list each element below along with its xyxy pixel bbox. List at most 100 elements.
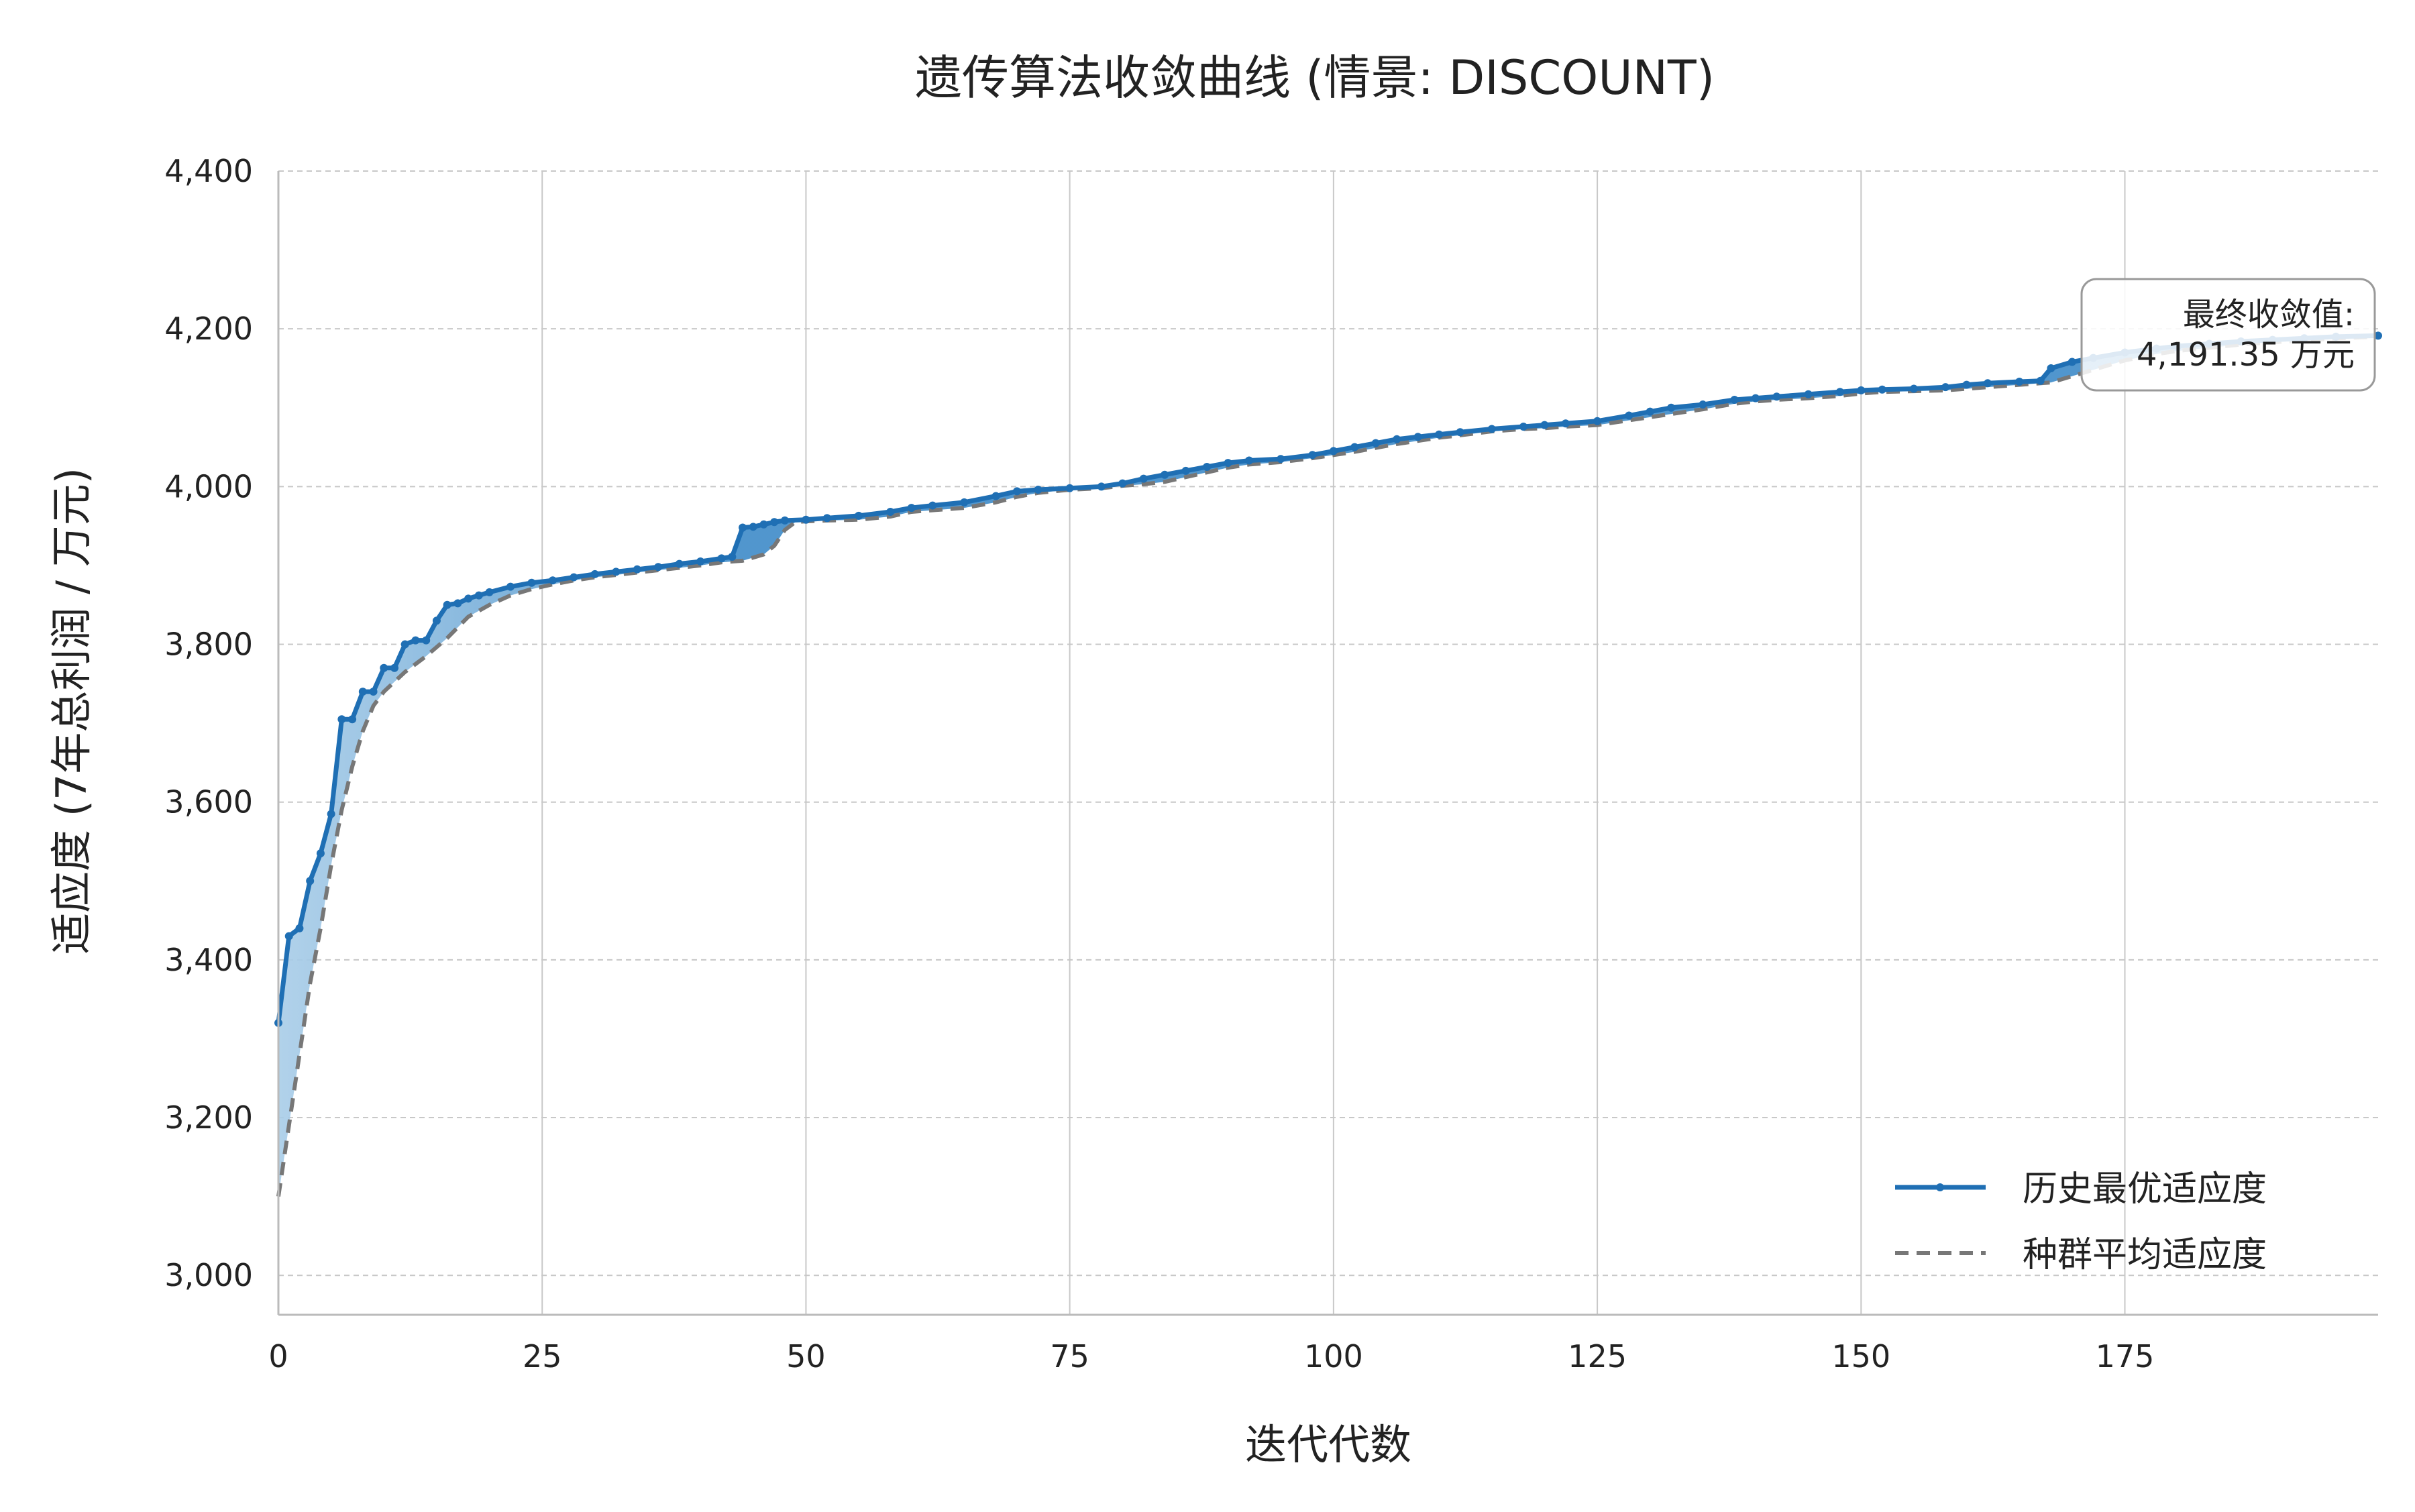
data-point-best	[1161, 470, 1169, 479]
data-point-best	[1667, 403, 1676, 412]
x-tick-label: 125	[1568, 1338, 1627, 1374]
annotation-box	[2080, 278, 2376, 392]
x-tick-label: 0	[268, 1338, 288, 1374]
data-point-best	[1456, 428, 1464, 437]
x-tick-label: 50	[786, 1338, 826, 1374]
data-point-best	[1519, 422, 1527, 431]
data-point-best	[1804, 390, 1813, 398]
data-point-best	[295, 924, 304, 932]
data-point-best	[886, 507, 895, 516]
x-tick-label: 175	[2096, 1338, 2155, 1374]
data-point-best	[443, 600, 451, 609]
data-point-best	[380, 663, 388, 672]
x-axis-title: 迭代代数	[1245, 1420, 1411, 1469]
data-point-best	[1034, 486, 1042, 494]
annotation-line2: 4,191.35 万元	[2137, 336, 2355, 374]
tick-labels: 0 25 50 75 100 125 150 175 3,000 3,200 3,400 3,600 3…	[164, 153, 2154, 1374]
data-point-best	[1435, 430, 1444, 439]
data-point-best	[2374, 331, 2382, 340]
data-point-best	[2015, 377, 2024, 386]
data-point-best	[1393, 435, 1401, 443]
data-point-best	[612, 568, 621, 576]
data-point-best	[1350, 443, 1359, 451]
data-point-best	[1371, 439, 1380, 447]
data-point-best	[422, 636, 431, 645]
data-point-best	[337, 715, 346, 724]
y-tick-label: 4,000	[164, 468, 253, 504]
data-point-best	[348, 715, 357, 724]
data-point-best	[1308, 451, 1317, 460]
x-tick-label: 75	[1050, 1338, 1089, 1374]
series-line-best-fitness	[276, 333, 2379, 1024]
data-point-best	[1329, 447, 1338, 455]
data-point-best	[1065, 484, 1074, 492]
data-point-best	[1277, 455, 1285, 464]
data-point-best	[1857, 386, 1866, 394]
data-point-best	[696, 557, 705, 566]
data-point-best	[1181, 466, 1190, 475]
x-tick-label: 150	[1831, 1338, 1890, 1374]
data-point-best	[749, 523, 757, 531]
y-axis-title: 适应度 (7年总利润 / 万元)	[47, 468, 96, 955]
data-point-best	[1139, 474, 1148, 483]
legend-best-label: 历史最优适应度	[2023, 1169, 2267, 1209]
x-tick-label: 100	[1304, 1338, 1363, 1374]
data-point-best	[464, 594, 473, 603]
y-tick-label: 3,200	[164, 1099, 253, 1136]
data-point-best	[1013, 487, 1022, 496]
data-point-best	[717, 554, 726, 563]
axis-layer	[277, 171, 2378, 1316]
fill-layer	[278, 335, 2378, 1197]
data-point-best	[411, 636, 420, 645]
x-tick-label: 25	[523, 1338, 562, 1374]
y-tick-label: 3,000	[164, 1257, 253, 1293]
data-point-best	[1561, 419, 1570, 428]
data-point-best	[780, 516, 789, 525]
data-point-best	[1593, 417, 1602, 425]
data-point-best	[1118, 479, 1127, 488]
data-point-best	[1835, 388, 1844, 396]
data-point-best	[739, 523, 747, 532]
legend-best-marker	[1936, 1183, 1944, 1191]
data-point-best	[485, 588, 494, 596]
data-point-best	[327, 810, 335, 818]
data-point-best	[759, 520, 768, 529]
data-point-best	[1699, 400, 1707, 409]
legend: 历史最优适应度 种群平均适应度	[1895, 1169, 2267, 1275]
fill-between-area	[278, 335, 2378, 1197]
data-point-best	[770, 518, 779, 527]
data-point-best	[1646, 407, 1654, 416]
final-value-annotation: 最终收敛值: 4,191.35 万元	[2080, 278, 2376, 392]
data-point-best	[675, 559, 684, 568]
data-point-best	[2036, 376, 2045, 385]
data-point-best	[1878, 385, 1886, 394]
series-line-avg-fitness	[276, 334, 2379, 1197]
y-tick-label: 3,800	[164, 627, 253, 663]
data-point-best	[1941, 383, 1950, 392]
data-point-best	[2047, 364, 2055, 372]
y-tick-label: 4,400	[164, 153, 253, 189]
data-point-best	[802, 515, 810, 524]
data-point-best	[1984, 379, 1992, 388]
data-point-best	[1962, 380, 1971, 389]
data-point-best	[2068, 358, 2076, 366]
data-point-best	[991, 492, 1000, 500]
y-tick-label: 4,200	[164, 311, 253, 347]
data-point-best	[633, 565, 641, 574]
data-point-best	[1245, 456, 1254, 465]
data-point-best	[432, 616, 441, 625]
legend-avg-label: 种群平均适应度	[2023, 1235, 2267, 1275]
data-point-best	[728, 552, 737, 561]
data-point-best	[822, 514, 831, 523]
data-point-best	[1487, 425, 1496, 433]
data-point-best	[358, 688, 367, 696]
data-point-best	[1097, 482, 1106, 491]
data-point-best	[907, 504, 916, 512]
data-point-best	[855, 511, 863, 520]
data-point-best	[369, 688, 378, 696]
series-layer	[274, 331, 2382, 1197]
y-tick-label: 3,400	[164, 942, 253, 978]
data-point-best	[1625, 411, 1633, 420]
